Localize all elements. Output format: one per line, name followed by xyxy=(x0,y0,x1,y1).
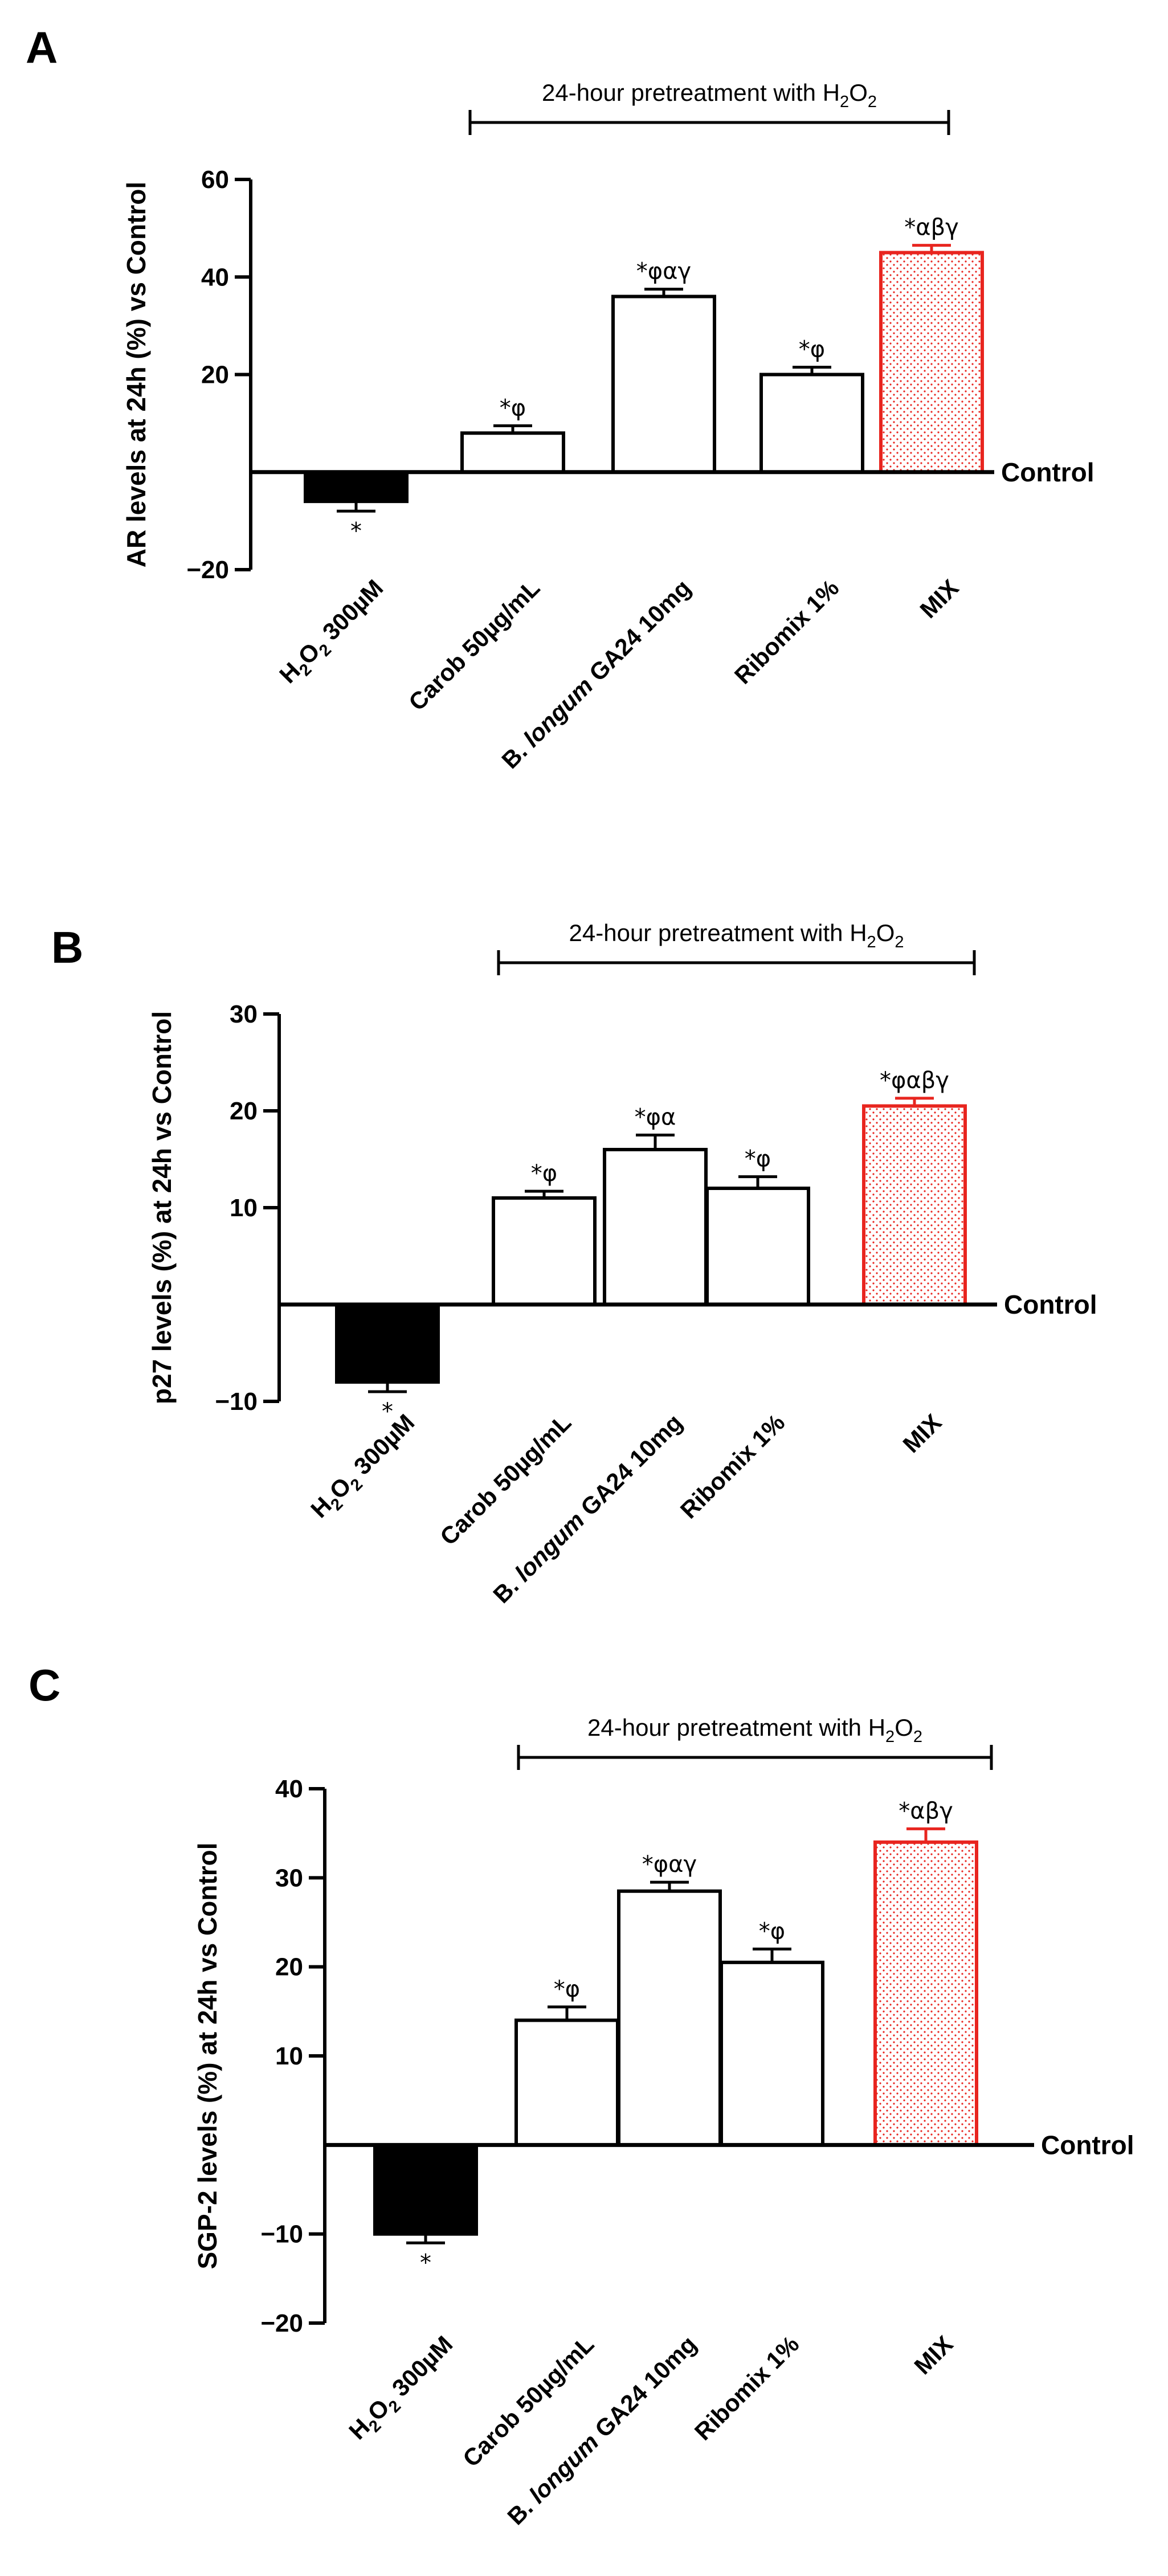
y-tick-label: 40 xyxy=(275,1775,303,1803)
category-label: B. longum GA24 10mg xyxy=(502,2330,701,2530)
category-label: MIX xyxy=(897,1409,946,1458)
bar-1 xyxy=(373,2143,478,2236)
panel-b: B 24-hour pretreatment with H2O2 30 20 10 −10… xyxy=(51,919,1097,1608)
y-tick-label: 10 xyxy=(275,2042,303,2070)
bar-3 xyxy=(611,295,716,474)
significance-label: *φ xyxy=(799,337,825,363)
bar-1 xyxy=(335,1303,440,1384)
y-tick-label: −20 xyxy=(260,2309,303,2337)
panel-c: C 24-hour pretreatment with H2O2 40 30 20 10 −… xyxy=(28,1660,1134,2530)
significance-label: * xyxy=(350,518,362,544)
bar-5 xyxy=(862,1104,967,1306)
category-label: Carob 50µg/mL xyxy=(403,574,545,715)
y-tick-label: 20 xyxy=(275,1953,303,1981)
y-tick-label: 20 xyxy=(201,361,229,389)
y-tick-label: −10 xyxy=(260,2221,303,2248)
significance-label: *φαγ xyxy=(636,259,691,285)
y-tick-label: 10 xyxy=(230,1194,258,1222)
significance-label: *φα xyxy=(635,1105,676,1131)
y-tick-label: 20 xyxy=(230,1097,258,1125)
y-axis-label: p27 levels (%) at 24h vs Control xyxy=(147,1011,177,1404)
panel-letter: B xyxy=(51,922,83,972)
significance-label: *αβγ xyxy=(904,215,959,241)
significance-label: *φ xyxy=(745,1146,771,1172)
category-label: H2O2 300µM xyxy=(274,574,392,692)
significance-label: *φ xyxy=(531,1160,557,1187)
bar-1 xyxy=(304,470,409,504)
panel-a: A 24-hour pretreatment with H2O2 60 40 20 −20… xyxy=(26,22,1095,774)
significance-label: *φ xyxy=(554,1976,580,2002)
significance-label: *φαβγ xyxy=(880,1068,949,1094)
y-axis-label: SGP-2 levels (%) at 24h vs Control xyxy=(193,1842,222,2269)
y-tick-label: 30 xyxy=(275,1864,303,1892)
bar-4 xyxy=(759,373,864,474)
category-label: Ribomix 1% xyxy=(689,2330,804,2446)
y-axis-label: AR levels at 24h (%) vs Control xyxy=(121,182,151,567)
bar-4 xyxy=(705,1187,810,1306)
y-tick-label: 60 xyxy=(201,166,229,194)
panel-letter: A xyxy=(26,22,58,72)
bar-3 xyxy=(603,1148,708,1306)
significance-label: *αβγ xyxy=(899,1798,953,1824)
y-tick-label: 30 xyxy=(230,1000,258,1028)
category-label: MIX xyxy=(909,2330,958,2379)
bar-3 xyxy=(617,1889,722,2147)
bar-5 xyxy=(879,251,984,474)
significance-label: *φ xyxy=(759,1918,785,1944)
bar-4 xyxy=(720,1960,824,2147)
bar-5 xyxy=(873,1840,978,2147)
control-label: Control xyxy=(1001,457,1095,487)
significance-label: *φ xyxy=(500,395,526,421)
y-tick-label: −20 xyxy=(186,556,229,584)
y-tick-label: 40 xyxy=(201,263,229,291)
bar-2 xyxy=(492,1196,597,1306)
category-label: H2O2 300µM xyxy=(305,1409,423,1527)
bar-2 xyxy=(514,2018,619,2147)
significance-label: * xyxy=(382,1399,393,1425)
significance-label: * xyxy=(420,2250,431,2276)
control-label: Control xyxy=(1004,1290,1097,1319)
significance-label: *φαγ xyxy=(642,1851,697,1878)
bar-2 xyxy=(460,431,565,474)
bracket-label: 24-hour pretreatment with H2O2 xyxy=(542,79,877,111)
bracket-label: 24-hour pretreatment with H2O2 xyxy=(569,919,904,951)
category-label: Ribomix 1% xyxy=(675,1409,790,1524)
y-tick-label: −10 xyxy=(215,1388,258,1416)
category-label: H2O2 300µM xyxy=(344,2330,462,2448)
category-label: MIX xyxy=(914,574,963,623)
control-label: Control xyxy=(1041,2130,1134,2160)
category-label: B. longum GA24 10mg xyxy=(488,1409,687,1608)
panel-letter: C xyxy=(28,1660,60,1710)
category-label: Ribomix 1% xyxy=(729,574,844,689)
bracket-label: 24-hour pretreatment with H2O2 xyxy=(587,1714,922,1746)
panels: A 24-hour pretreatment with H2O2 60 40 20 −20… xyxy=(26,22,1134,2530)
